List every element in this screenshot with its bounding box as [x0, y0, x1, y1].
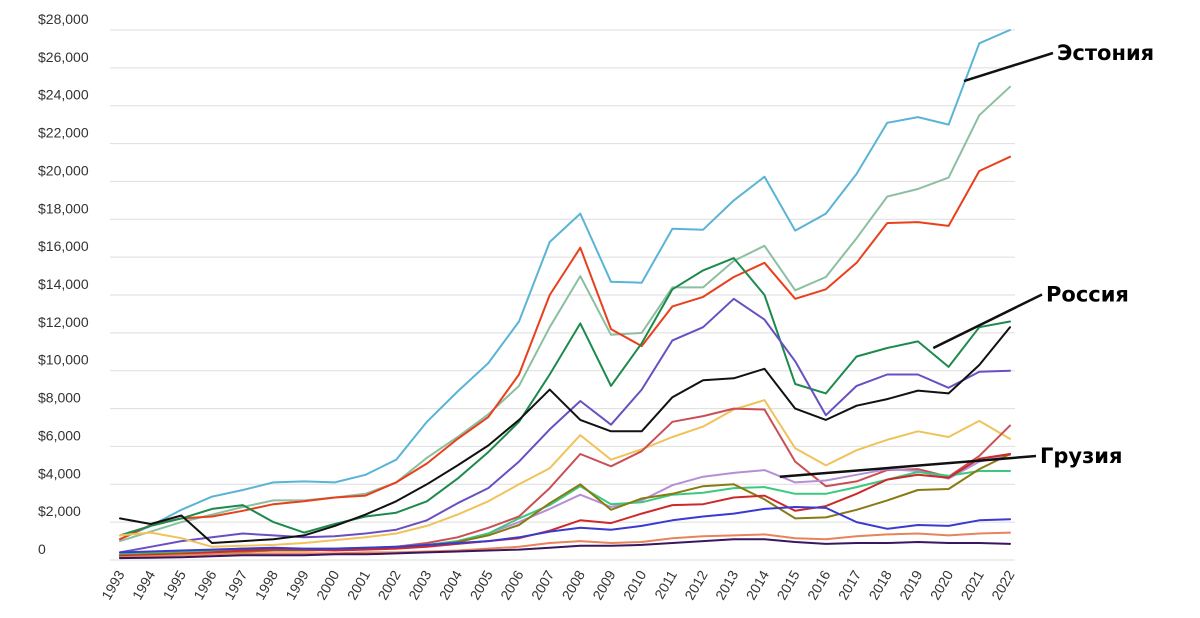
- x-tick-label: 1995: [160, 567, 190, 602]
- x-tick-label: 2009: [589, 567, 619, 602]
- x-tick-label: 1999: [282, 567, 312, 602]
- series-line-12: [119, 453, 1011, 558]
- y-tick-label: $28,000: [38, 11, 89, 27]
- x-tick-label: 2022: [988, 567, 1018, 602]
- annotations: Эстония Россия Грузия: [779, 41, 1154, 478]
- y-tick-label: $16,000: [38, 238, 89, 254]
- x-tick-label: 1994: [129, 567, 159, 602]
- y-tick-label: $20,000: [38, 162, 89, 178]
- x-tick-label: 2021: [957, 567, 987, 602]
- series-lines: [119, 29, 1011, 560]
- series-line-15: [119, 538, 1011, 560]
- series-line-13: [119, 506, 1011, 554]
- series-line-3: [119, 155, 1011, 541]
- x-tick-label: 2000: [313, 567, 343, 602]
- x-tick-label: 2001: [344, 567, 374, 602]
- x-tick-label: 1996: [190, 567, 220, 602]
- series-line-6: [119, 326, 1011, 544]
- y-tick-label: $2,000: [38, 503, 81, 519]
- annotation-label: Россия: [1046, 283, 1129, 307]
- x-tick-label: 2014: [743, 567, 773, 602]
- x-tick-label: 2019: [896, 567, 926, 602]
- y-tick-label: $4,000: [38, 465, 81, 481]
- annotation-pointer: [932, 293, 1043, 350]
- annotation-pointer: [963, 51, 1054, 83]
- y-tick-label: $24,000: [38, 87, 89, 103]
- series-line-1: [119, 29, 1011, 541]
- y-tick-label: $6,000: [38, 427, 81, 443]
- x-tick-label: 2012: [681, 567, 711, 602]
- x-tick-label: 2015: [773, 567, 803, 602]
- y-tick-label: $26,000: [38, 49, 89, 65]
- gridlines: [110, 29, 1015, 561]
- y-tick-label: $10,000: [38, 352, 89, 368]
- x-tick-label: 2013: [712, 567, 742, 602]
- annotation-label: Эстония: [1057, 41, 1154, 65]
- x-tick-label: 2008: [559, 567, 589, 602]
- series-line-5: [119, 297, 1011, 554]
- x-axis-ticks: 1993 1994 1995 1996 1997 1998 1999 2000 2001 2002…: [98, 567, 1018, 602]
- series-line-4: [119, 257, 1011, 537]
- x-tick-label: 2011: [651, 567, 680, 601]
- y-axis-ticks: 0 $2,000 $4,000 $6,000 $8,000 $10,000 $12,000 $…: [38, 11, 89, 557]
- x-tick-label: 2006: [497, 567, 527, 602]
- annotation-pointer: [779, 454, 1037, 478]
- series-line-14: [119, 531, 1011, 559]
- x-tick-label: 2004: [436, 567, 466, 602]
- y-tick-label: $14,000: [38, 276, 89, 292]
- x-tick-label: 2010: [620, 567, 650, 602]
- x-tick-label: 2002: [374, 567, 404, 602]
- x-tick-label: 2018: [865, 567, 895, 602]
- x-tick-label: 2017: [835, 567, 865, 602]
- x-tick-label: 1993: [98, 567, 128, 602]
- y-tick-label: $12,000: [38, 314, 89, 330]
- series-line-7: [119, 399, 1011, 548]
- series-line-2: [119, 85, 1011, 543]
- y-tick-label: $18,000: [38, 200, 89, 216]
- y-tick-label: $22,000: [38, 125, 89, 141]
- x-tick-label: 1997: [221, 567, 251, 602]
- annotation-label: Грузия: [1040, 444, 1123, 468]
- y-tick-label: 0: [38, 541, 46, 557]
- x-tick-label: 1998: [252, 567, 282, 602]
- x-tick-label: 2003: [405, 567, 435, 602]
- x-tick-label: 2007: [528, 567, 558, 602]
- y-tick-label: $8,000: [38, 390, 81, 406]
- x-tick-label: 2005: [466, 567, 496, 602]
- x-tick-label: 2020: [927, 567, 957, 602]
- x-tick-label: 2016: [804, 567, 834, 602]
